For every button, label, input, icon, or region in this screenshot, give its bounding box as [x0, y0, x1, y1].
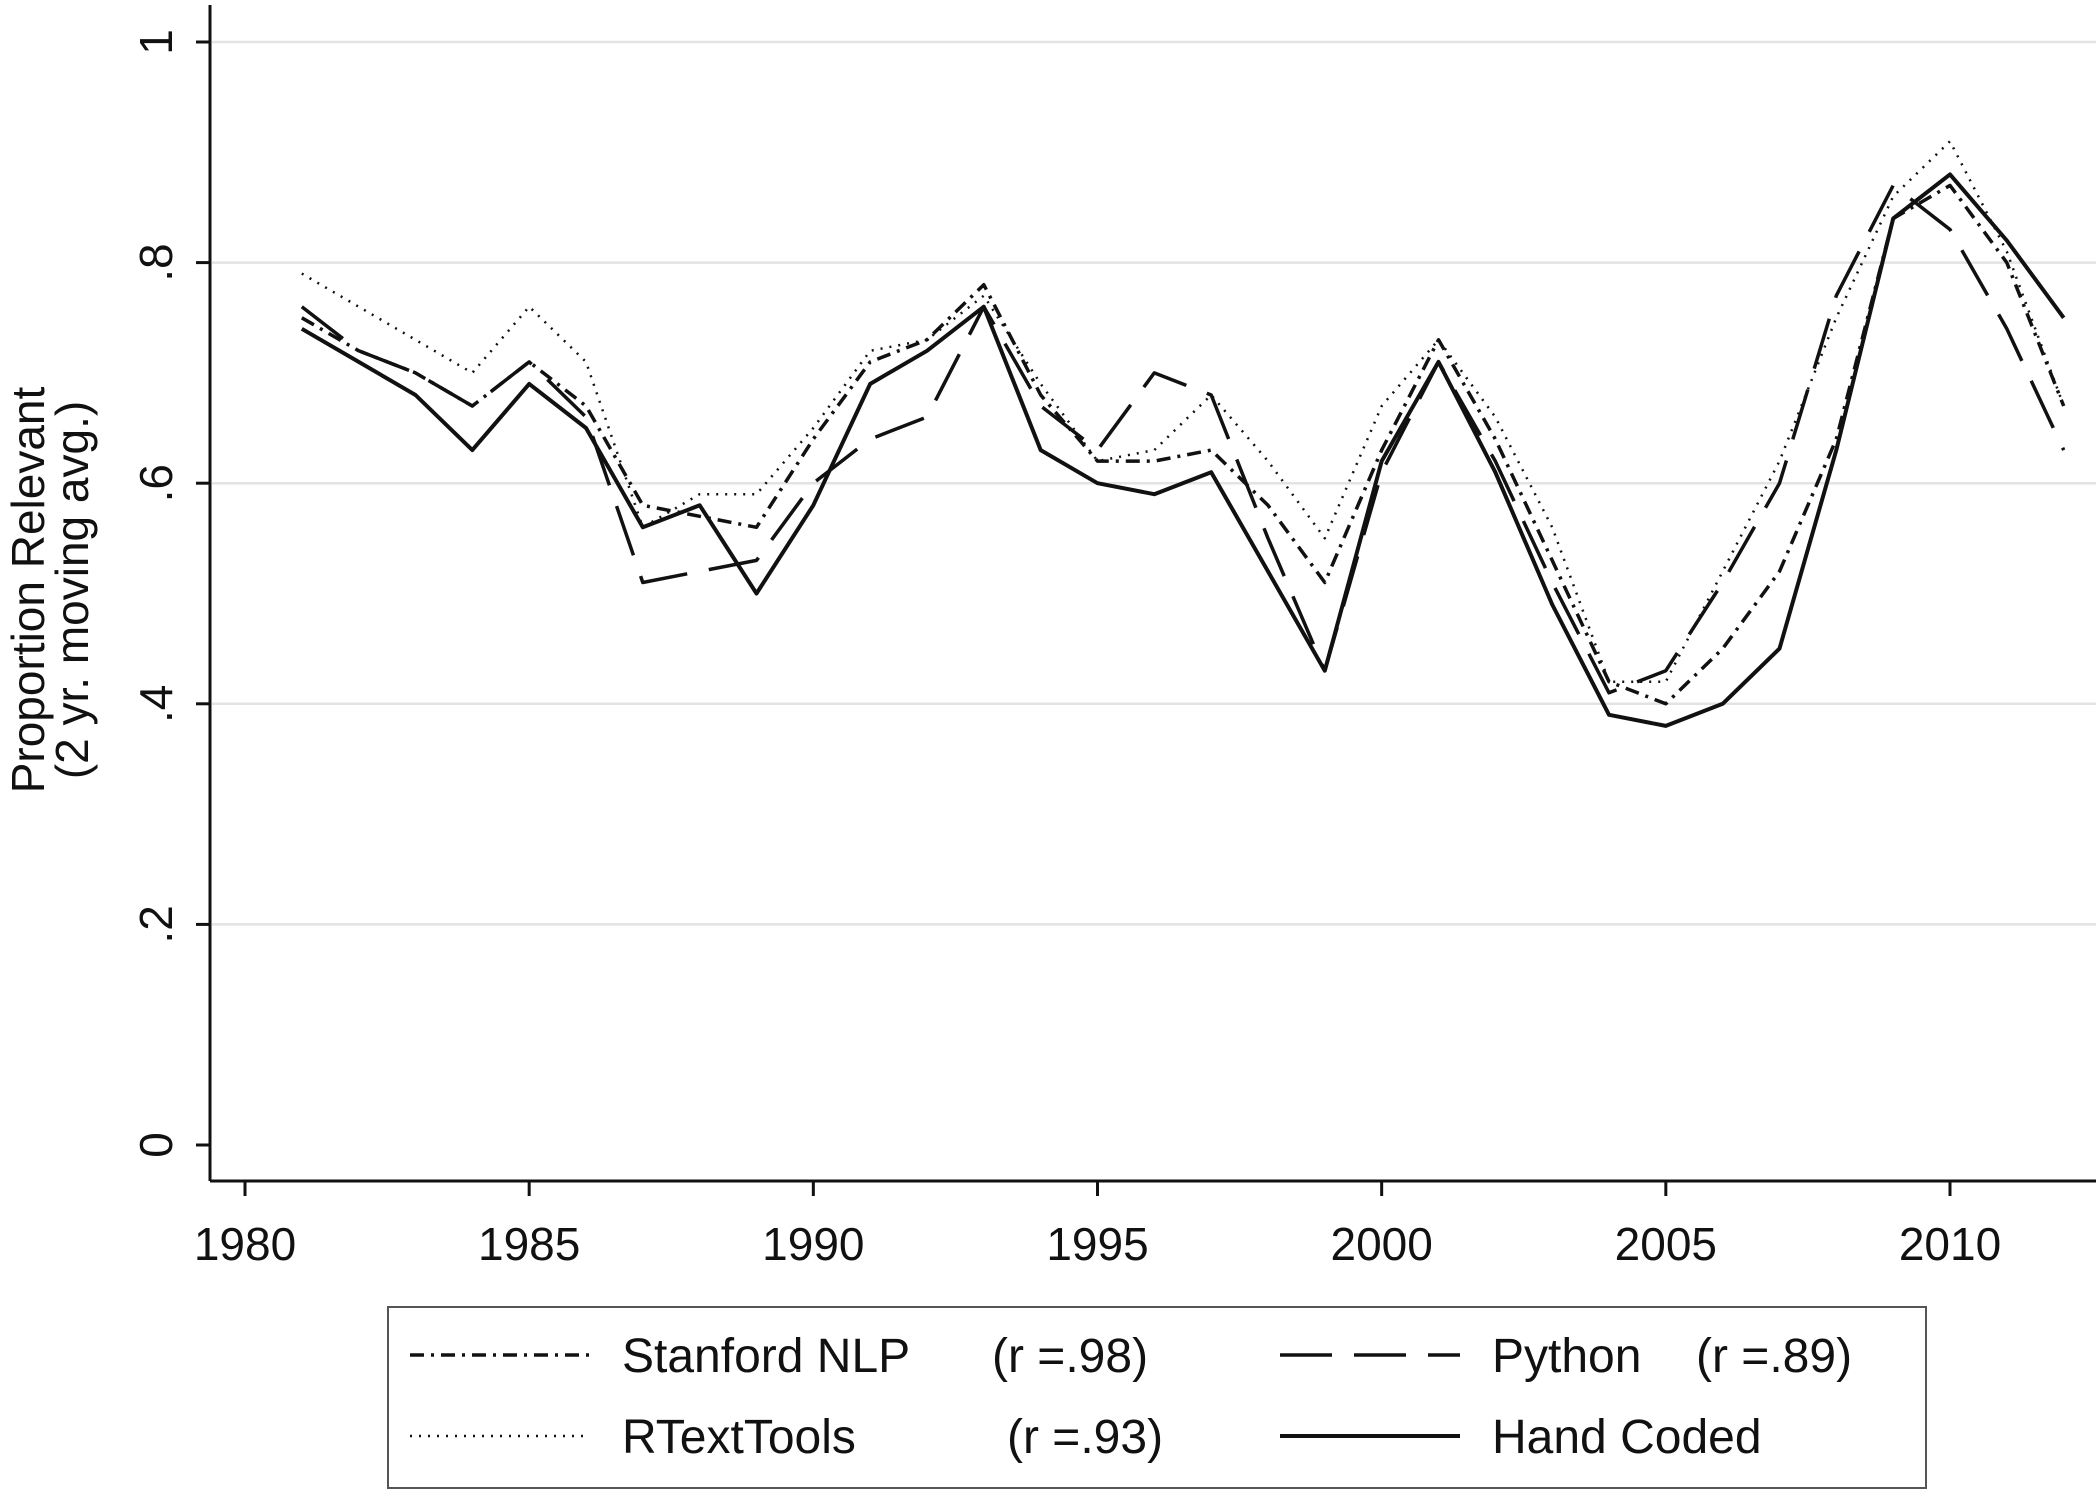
- y-axis-title-line2: (2 yr. moving avg.): [46, 401, 98, 779]
- y-tick-label: .8: [130, 243, 182, 281]
- legend-label-stanford-nlp: Stanford NLP: [622, 1330, 910, 1383]
- legend-stat-python: (r =.89): [1696, 1330, 1852, 1383]
- y-tick-label: .2: [130, 905, 182, 943]
- y-tick-label: .4: [130, 685, 182, 723]
- y-tick-label: 0: [130, 1132, 182, 1158]
- x-tick-label: 1990: [762, 1218, 864, 1270]
- gridlines: [212, 40, 2096, 926]
- y-axis-title-line1: Proportion Relevant: [2, 387, 54, 794]
- legend-label-rtexttools: RTextTools: [622, 1411, 856, 1464]
- legend-box: [387, 1306, 1927, 1489]
- series-line-hand-coded: [300, 172, 2066, 728]
- x-tick-label: 1980: [194, 1218, 296, 1270]
- x-tick-label: 2000: [1330, 1218, 1432, 1270]
- legend-stat-rtexttools: (r =.93): [1007, 1411, 1163, 1464]
- legend-label-hand-coded: Hand Coded: [1492, 1411, 1762, 1464]
- x-tick-label: 2005: [1615, 1218, 1717, 1270]
- legend-label-python: Python: [1492, 1330, 1641, 1383]
- legend: Stanford NLP (r =.98) Python (r =.89) RT…: [387, 1306, 1927, 1489]
- x-tick-label: 1995: [1046, 1218, 1148, 1270]
- y-axis-ticks: 0 .2 .4 .6 .8 1: [130, 29, 210, 1158]
- y-tick-label: 1: [130, 29, 182, 55]
- legend-stat-stanford-nlp: (r =.98): [992, 1330, 1148, 1383]
- y-tick-label: .6: [130, 464, 182, 502]
- series-line-rtexttools: [301, 140, 2065, 683]
- x-tick-label: 1985: [478, 1218, 580, 1270]
- x-tick-label: 2010: [1899, 1218, 2001, 1270]
- y-axis-title: Proportion Relevant (2 yr. moving avg.): [2, 387, 98, 794]
- x-axis-ticks: 1980 1985 1990 1995 2000 2005 2010: [194, 1181, 2001, 1270]
- series-lines: [300, 140, 2066, 728]
